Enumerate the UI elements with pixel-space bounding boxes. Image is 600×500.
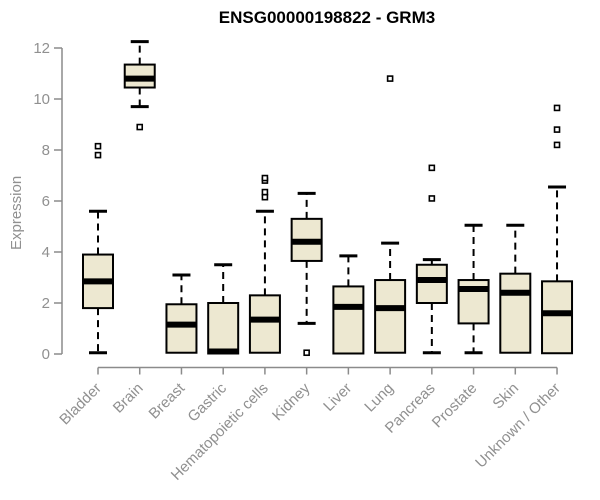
y-tick-label: 10 (33, 91, 50, 108)
box-liver (332, 285, 365, 355)
y-tick-label: 4 (42, 244, 50, 261)
y-tick-label: 12 (33, 40, 50, 57)
chart-title: ENSG00000198822 - GRM3 (218, 8, 436, 27)
x-tick-label: Lung (361, 380, 397, 416)
x-tick-label: Breast (146, 379, 189, 422)
x-tick-label: Liver (320, 380, 355, 415)
y-tick-label: 6 (42, 193, 50, 210)
outlier-point (428, 195, 436, 202)
box-breast (165, 303, 198, 354)
box-hematopoietic-cells (248, 294, 281, 354)
x-tick-label: Prostate (429, 380, 481, 432)
outlier-point (261, 188, 269, 196)
box-skin (499, 272, 532, 354)
outlier-point (553, 126, 561, 133)
x-tick-label: Skin (489, 380, 522, 413)
box-unknown-other (541, 280, 574, 355)
y-tick-label: 2 (42, 295, 50, 312)
outlier-point (303, 349, 310, 357)
y-tick-label: 0 (42, 346, 50, 363)
x-tick-label: Bladder (56, 380, 105, 429)
outlier-point (261, 174, 269, 182)
box-gastric (207, 302, 240, 355)
outlier-point (94, 151, 102, 159)
outlier-point (136, 123, 144, 131)
box-pancreas (415, 263, 448, 304)
outlier-point (428, 164, 436, 172)
outlier-point (261, 193, 269, 201)
box-lung (374, 279, 407, 354)
x-tick-label: Kidney (269, 379, 314, 424)
outlier-point (553, 141, 561, 149)
outlier-point (386, 75, 394, 82)
outlier-point (94, 142, 102, 150)
y-tick-label: 8 (42, 142, 50, 159)
outlier-point (553, 104, 561, 112)
x-tick-label: Brain (110, 380, 147, 417)
